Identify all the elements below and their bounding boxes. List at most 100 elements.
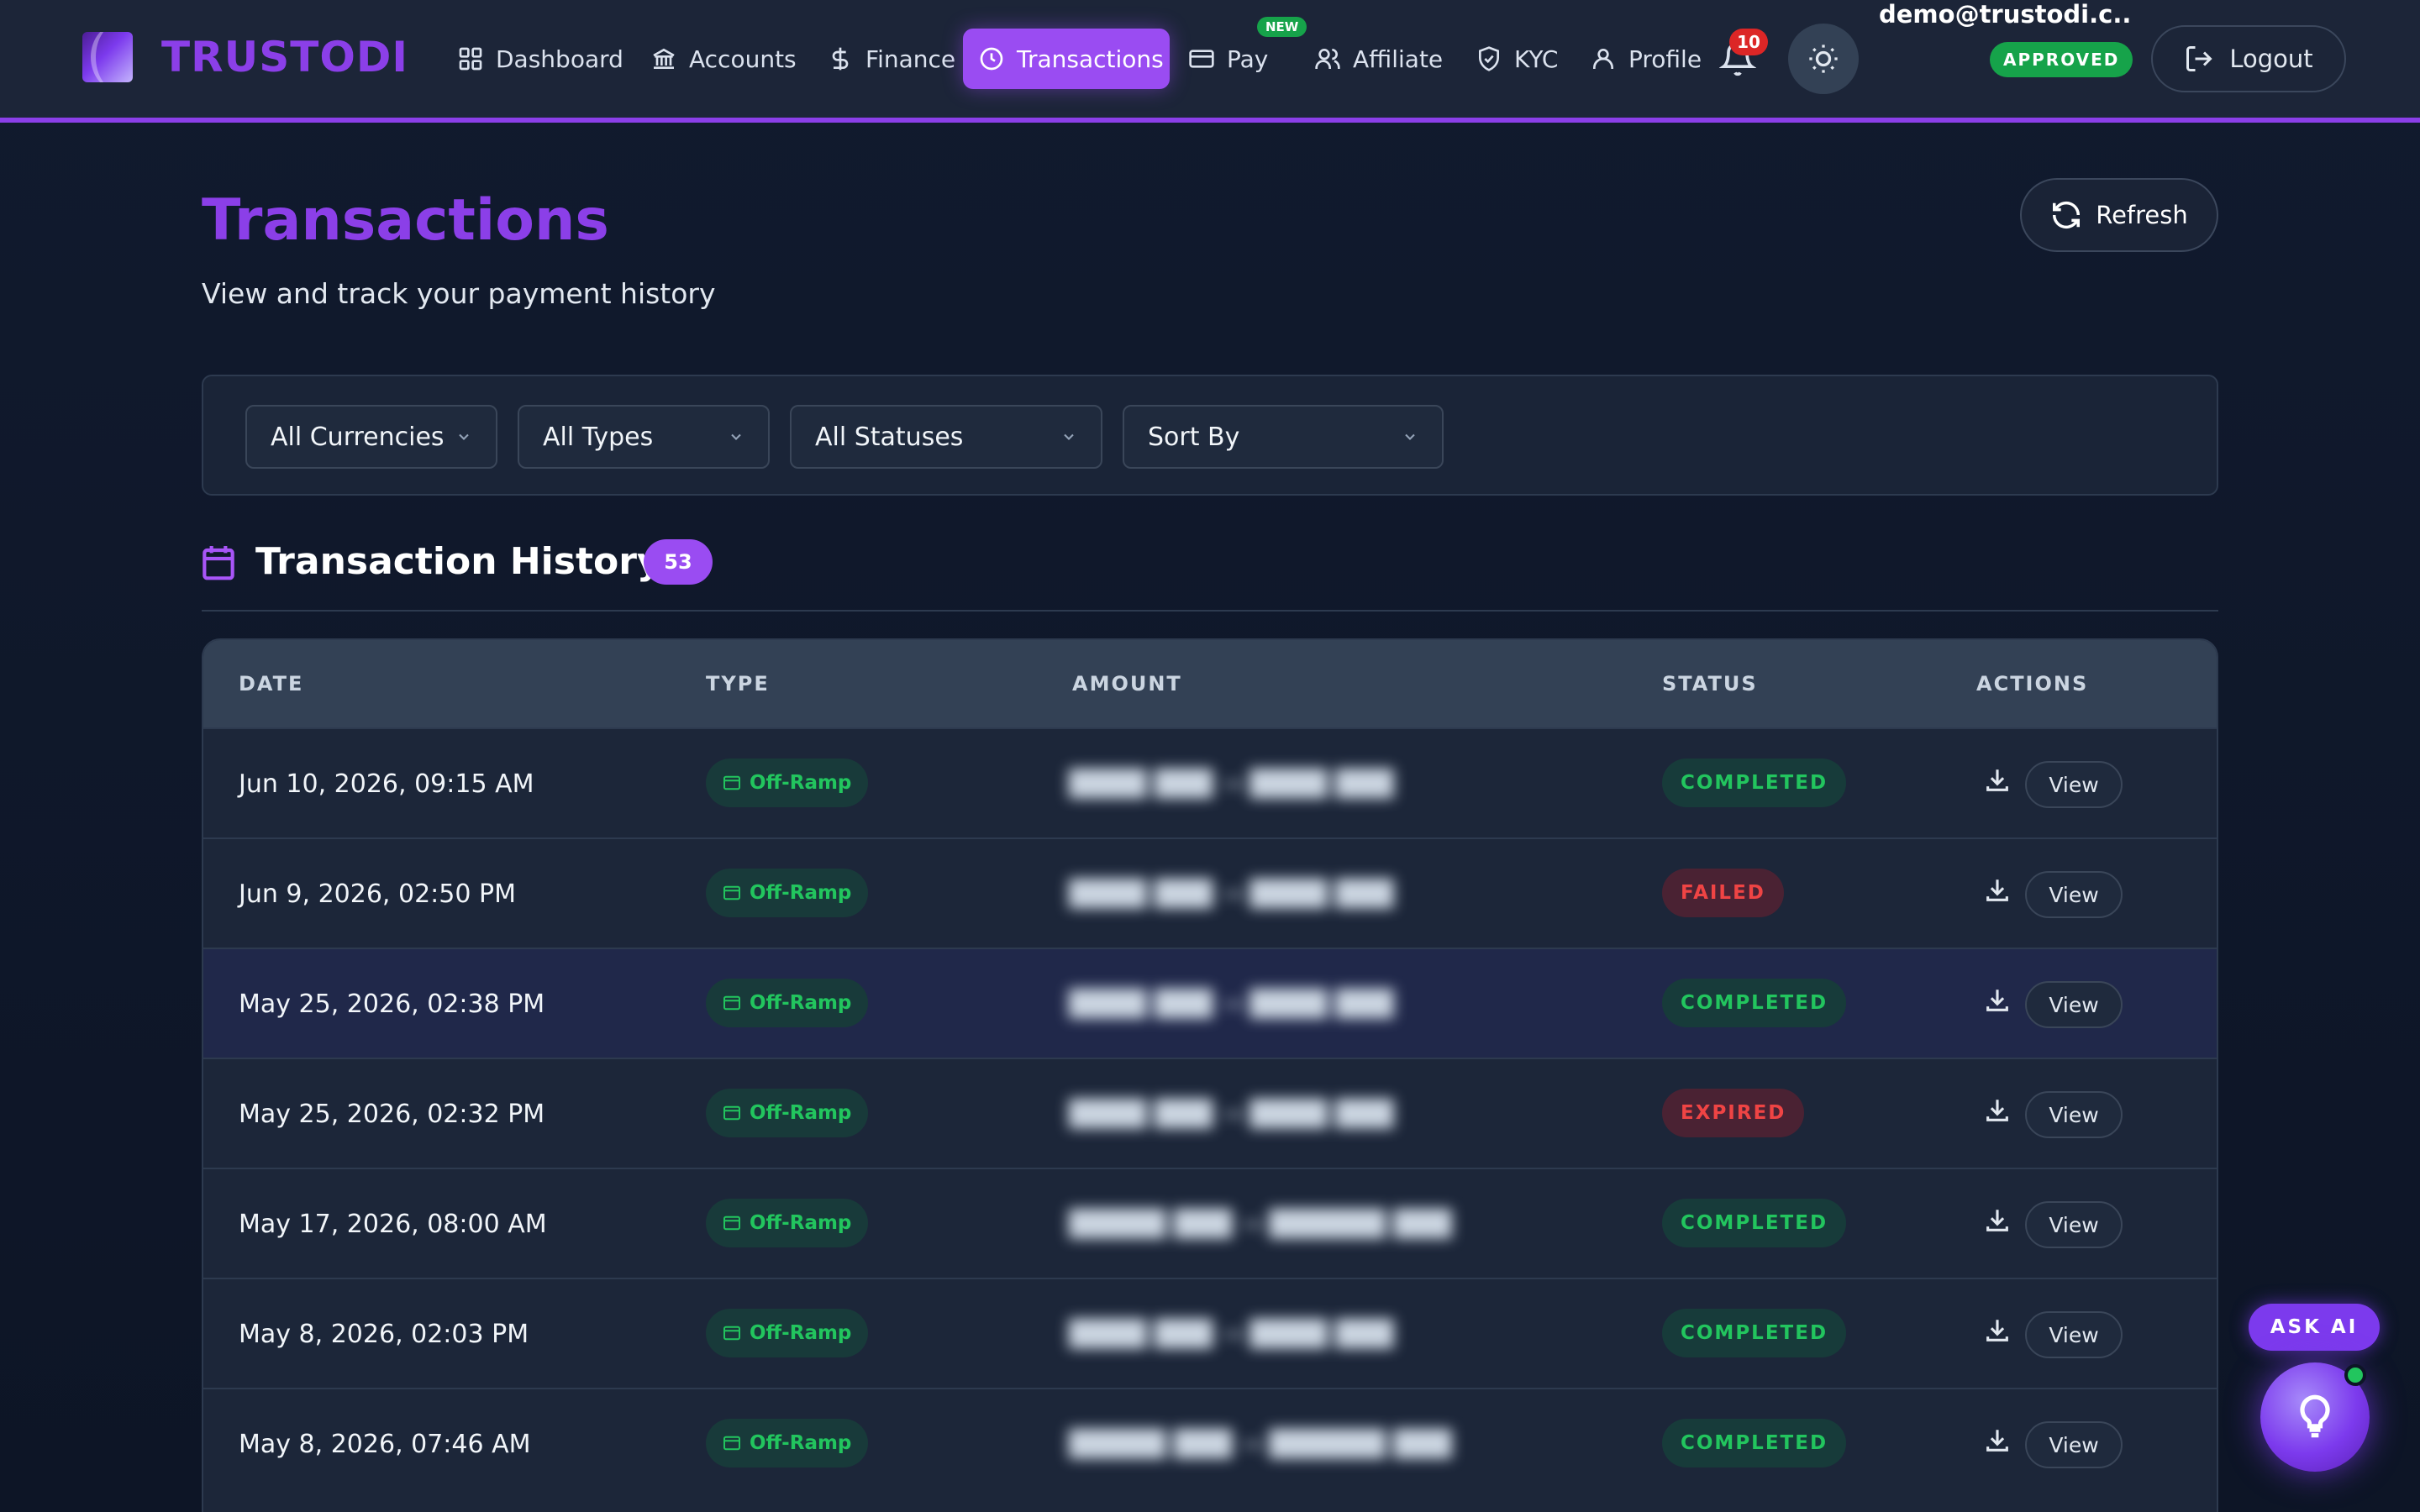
user-email: demo@trustodi.c... (1879, 0, 2131, 29)
nav-kyc[interactable]: KYC (1460, 29, 1574, 89)
card-icon (1189, 50, 1214, 68)
notification-count-badge: 10 (1729, 29, 1768, 55)
new-badge: NEW (1257, 17, 1307, 37)
download-icon[interactable] (1983, 1426, 2012, 1455)
refresh-button[interactable]: Refresh (2020, 178, 2218, 252)
download-icon[interactable] (1983, 1316, 2012, 1345)
refresh-label: Refresh (2096, 201, 2188, 229)
table-row[interactable]: May 17, 2026, 08:00 AM Off-Ramp █████ ███ … (203, 1168, 2217, 1278)
calendar-icon (202, 544, 235, 581)
column-header-status[interactable]: STATUS (1662, 672, 1758, 696)
transaction-date: Jun 10, 2026, 09:15 AM (239, 769, 534, 799)
column-header-date[interactable]: DATE (239, 672, 304, 696)
clock-icon (980, 47, 1003, 71)
nav-affiliate-label: Affiliate (1353, 45, 1444, 73)
currency-filter-value: All Currencies (271, 422, 445, 452)
view-button[interactable]: View (2025, 761, 2123, 808)
brand-name[interactable]: TRUSTODI (161, 33, 408, 81)
transaction-type-badge: Off-Ramp (706, 1089, 869, 1137)
chevron-down-icon (1405, 433, 1415, 440)
download-icon[interactable] (1983, 986, 2012, 1015)
chevron-down-icon (731, 433, 741, 440)
transaction-status-badge: COMPLETED (1662, 1309, 1847, 1357)
card-icon (723, 1215, 740, 1231)
lightbulb-icon (2300, 1394, 2330, 1438)
nav-profile[interactable]: Profile (1575, 29, 1717, 89)
transaction-amount-blurred: ████ ███ → ████ ███ (1069, 769, 1394, 799)
transaction-amount-blurred: █████ ███ → ██████ ███ (1069, 1210, 1452, 1239)
transaction-type-label: Off-Ramp (750, 1102, 852, 1124)
filter-bar: All Currencies All Types All Statuses So… (202, 375, 2218, 496)
view-button[interactable]: View (2025, 1201, 2123, 1248)
table-row[interactable]: Jun 9, 2026, 02:50 PM Off-Ramp ████ ███ → … (203, 837, 2217, 948)
table-row[interactable]: Jun 10, 2026, 09:15 AM Off-Ramp ████ ███ →… (203, 727, 2217, 837)
table-row[interactable]: May 25, 2026, 02:38 PM Off-Ramp ████ ███ →… (203, 948, 2217, 1058)
transaction-date: Jun 9, 2026, 02:50 PM (239, 879, 516, 909)
column-header-type[interactable]: TYPE (706, 672, 770, 696)
transaction-date: May 25, 2026, 02:32 PM (239, 1100, 545, 1129)
table-row[interactable]: May 25, 2026, 02:32 PM Off-Ramp ████ ███ →… (203, 1058, 2217, 1168)
nav-kyc-label: KYC (1514, 45, 1559, 73)
nav-transactions[interactable]: Transactions (963, 29, 1170, 89)
theme-toggle-button[interactable] (1788, 24, 1859, 94)
card-icon (723, 1105, 740, 1121)
table-row[interactable]: May 8, 2026, 07:46 AM Off-Ramp █████ ███ →… (203, 1388, 2217, 1498)
brand-logo-icon[interactable] (82, 32, 133, 82)
transaction-status-badge: FAILED (1662, 869, 1784, 917)
transaction-status-badge: EXPIRED (1662, 1089, 1805, 1137)
transaction-date: May 25, 2026, 02:38 PM (239, 990, 545, 1019)
transaction-status-badge: COMPLETED (1662, 1199, 1847, 1247)
currency-filter-select[interactable]: All Currencies (245, 405, 497, 469)
chevron-down-icon (459, 433, 469, 440)
transaction-type-badge: Off-Ramp (706, 1419, 869, 1467)
status-filter-select[interactable]: All Statuses (790, 405, 1102, 469)
transaction-date: May 8, 2026, 07:46 AM (239, 1430, 531, 1459)
nav-finance-label: Finance (865, 45, 956, 73)
view-button[interactable]: View (2025, 1311, 2123, 1358)
dollar-icon (832, 47, 849, 71)
nav-transactions-label: Transactions (1017, 45, 1164, 73)
nav-pay-label: Pay (1227, 45, 1269, 73)
view-button[interactable]: View (2025, 1421, 2123, 1468)
view-button[interactable]: View (2025, 871, 2123, 918)
view-button[interactable]: View (2025, 981, 2123, 1028)
nav-profile-label: Profile (1628, 45, 1702, 73)
transaction-type-label: Off-Ramp (750, 1432, 852, 1454)
nav-dashboard[interactable]: Dashboard (442, 29, 639, 89)
download-icon[interactable] (1983, 766, 2012, 795)
ask-ai-label[interactable]: ASK AI (2249, 1304, 2380, 1351)
logout-button[interactable]: Logout (2151, 25, 2346, 92)
card-icon (723, 1326, 740, 1341)
section-divider (202, 610, 2218, 612)
sort-by-select[interactable]: Sort By (1123, 405, 1444, 469)
bank-icon (653, 48, 675, 69)
nav-pay[interactable]: Pay (1173, 29, 1283, 89)
transaction-type-badge: Off-Ramp (706, 979, 869, 1027)
download-icon[interactable] (1983, 1206, 2012, 1235)
nav-finance[interactable]: Finance (812, 29, 971, 89)
transaction-history-title: Transaction History (255, 540, 661, 583)
type-filter-select[interactable]: All Types (518, 405, 770, 469)
sort-by-value: Sort By (1148, 422, 1240, 452)
online-status-dot (2344, 1364, 2366, 1386)
nav-dashboard-label: Dashboard (496, 45, 623, 73)
transaction-type-badge: Off-Ramp (706, 759, 869, 807)
nav-accounts-label: Accounts (689, 45, 797, 73)
chevron-down-icon (1064, 433, 1074, 440)
transaction-amount-blurred: ████ ███ → ████ ███ (1069, 1100, 1394, 1129)
column-header-amount[interactable]: AMOUNT (1072, 672, 1182, 696)
download-icon[interactable] (1983, 1096, 2012, 1125)
nav-affiliate[interactable]: Affiliate (1299, 29, 1458, 89)
user-icon (1593, 49, 1613, 69)
transaction-type-badge: Off-Ramp (706, 869, 869, 917)
download-icon[interactable] (1983, 876, 2012, 905)
table-row[interactable]: May 8, 2026, 02:03 PM Off-Ramp ████ ███ → … (203, 1278, 2217, 1388)
view-button[interactable]: View (2025, 1091, 2123, 1138)
status-filter-value: All Statuses (815, 422, 964, 452)
page-title: Transactions (202, 187, 609, 254)
nav-accounts[interactable]: Accounts (635, 29, 812, 89)
transaction-count-badge: 53 (644, 539, 713, 585)
logout-icon (2186, 46, 2212, 71)
transaction-amount-blurred: █████ ███ → ██████ ███ (1069, 1430, 1452, 1459)
transaction-amount-blurred: ████ ███ → ████ ███ (1069, 1320, 1394, 1349)
